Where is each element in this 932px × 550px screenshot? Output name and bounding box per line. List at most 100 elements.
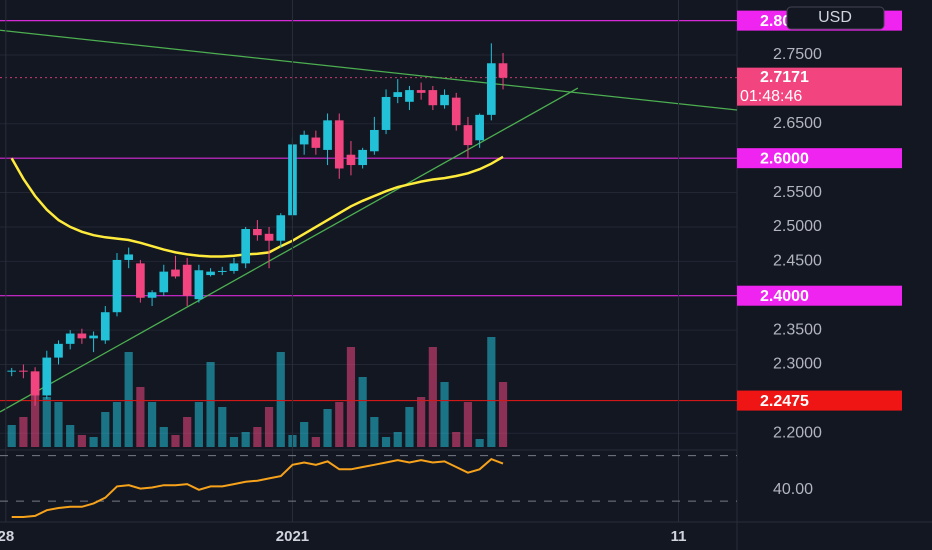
volume-bar: [206, 362, 215, 447]
volume-bar: [335, 402, 344, 447]
candle-body: [30, 371, 40, 396]
last-price-label: 2.7171: [760, 69, 809, 86]
candle-body: [334, 120, 344, 169]
main-pane: [0, 20, 737, 447]
volume-bar: [487, 337, 496, 447]
volume-bar: [311, 437, 320, 447]
candle-body: [463, 125, 473, 146]
y-tick-label: 2.3000: [773, 356, 822, 373]
candle-body: [147, 292, 157, 298]
volume-bar: [89, 437, 98, 447]
volume-bar: [124, 352, 133, 447]
volume-bar: [101, 412, 110, 447]
candle-body: [65, 333, 75, 344]
y-tick-label: 2.3500: [773, 321, 822, 338]
y-tick-label: 2.6500: [773, 115, 822, 132]
x-tick-label: 28: [0, 528, 14, 545]
candle-body: [194, 270, 204, 300]
candle-body: [358, 149, 367, 166]
indicator-tick-label: 40.00: [773, 481, 813, 498]
candle-body: [381, 96, 391, 130]
candle-body: [77, 333, 87, 339]
volume-bar: [475, 439, 484, 447]
y-tick-label: 2.5000: [773, 218, 822, 235]
candle-body: [264, 233, 274, 241]
candle-body: [276, 215, 286, 241]
volume-bar: [77, 435, 86, 447]
candle-body: [241, 229, 250, 264]
volume-bar: [370, 417, 379, 447]
volume-bar: [241, 432, 250, 447]
y-tick-label: 2.5500: [773, 184, 822, 201]
currency-button[interactable]: USD: [786, 6, 885, 30]
level-tag: [737, 390, 902, 411]
level-tag: [737, 148, 902, 169]
volume-bar: [147, 402, 157, 447]
volume-bar: [264, 407, 274, 447]
candle-body: [182, 264, 192, 296]
candle-body: [451, 97, 461, 126]
candle-body: [136, 263, 145, 298]
candle-body: [428, 90, 438, 106]
volume-bar: [405, 407, 414, 447]
candle-body: [346, 154, 356, 166]
candle-body: [253, 229, 262, 236]
candle-body: [100, 312, 110, 341]
x-tick-label: 2021: [276, 528, 309, 545]
volume-bar: [66, 425, 75, 447]
currency-button-label: USD: [818, 9, 852, 26]
volume-bar: [463, 402, 473, 447]
level-tag-label: 2.4000: [760, 288, 809, 305]
volume-bar: [19, 417, 28, 447]
volume-bar: [218, 407, 227, 447]
level-tag-label: 2.2475: [760, 393, 809, 410]
indicator-line: [11, 457, 504, 518]
moving-average: [10, 155, 504, 258]
trendline: [0, 29, 737, 111]
candle-body: [206, 271, 215, 276]
trendline: [0, 87, 579, 413]
currency-button-box: [786, 6, 885, 30]
candle-body: [299, 134, 309, 145]
volume-bar: [440, 382, 449, 447]
candle-body: [42, 357, 52, 396]
candle-body: [217, 270, 227, 272]
candle-body: [7, 370, 17, 372]
level-tag: [737, 285, 902, 306]
candle-body: [159, 271, 169, 293]
volume-bar: [452, 432, 461, 447]
candle-body: [19, 370, 28, 372]
candle-body: [311, 137, 321, 148]
candle-body: [124, 254, 134, 260]
volume-bar: [136, 387, 145, 447]
volume-bar: [54, 402, 63, 447]
volume-bar: [381, 437, 391, 447]
candle-body: [89, 335, 98, 339]
volume-bar: [229, 437, 239, 447]
y-tick-label: 2.7500: [773, 46, 822, 63]
volume-bar: [428, 347, 437, 447]
volume-bar: [253, 427, 262, 447]
volume-bar: [300, 422, 309, 447]
candle-body: [54, 343, 63, 358]
candle-body: [112, 259, 122, 313]
candle-body: [323, 120, 332, 150]
candle-body: [498, 63, 508, 78]
volume-bar: [194, 402, 203, 447]
volume-bar: [159, 427, 168, 447]
candle-body: [393, 92, 403, 97]
candle-body: [416, 90, 426, 93]
x-tick-label: 11: [671, 528, 687, 545]
last-price-tag: [737, 67, 902, 106]
level-tag-label: 2.6000: [760, 150, 809, 167]
countdown-label: 01:48:46: [740, 88, 802, 105]
volume-bar: [498, 382, 508, 447]
candle-body: [229, 263, 239, 271]
y-tick-label: 2.4500: [773, 253, 822, 270]
candle-body: [171, 269, 180, 277]
candle-body: [370, 129, 379, 152]
candle-body: [487, 63, 496, 115]
volume-bar: [7, 425, 16, 447]
volume-bar: [42, 397, 51, 447]
